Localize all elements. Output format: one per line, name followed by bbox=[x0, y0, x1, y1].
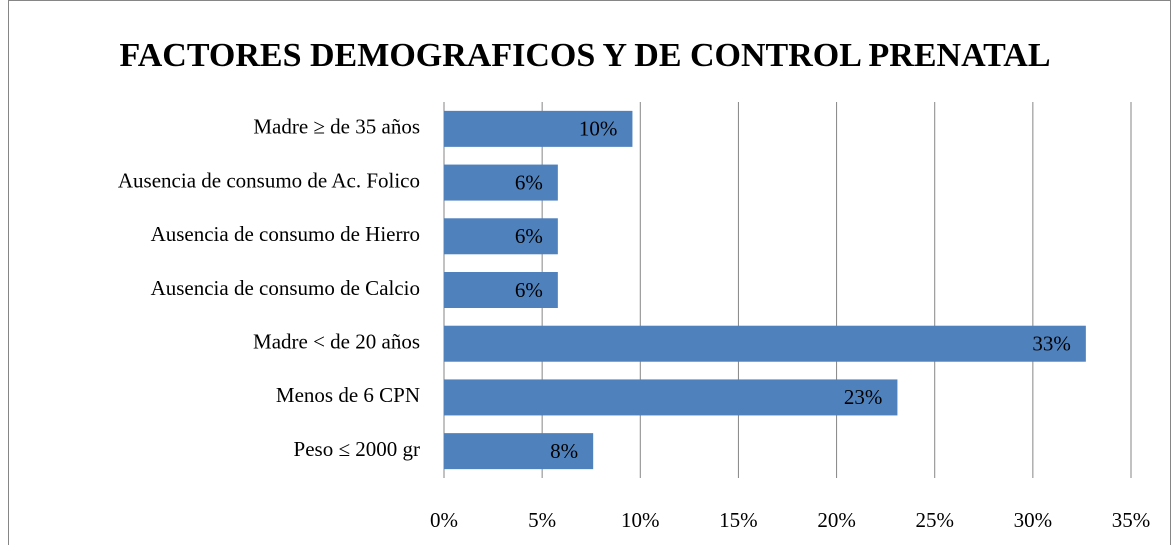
x-tick-label: 35% bbox=[1112, 508, 1151, 532]
bar bbox=[444, 272, 558, 308]
x-tick-label: 30% bbox=[1014, 508, 1053, 532]
x-tick-label: 10% bbox=[621, 508, 660, 532]
x-tick-label: 0% bbox=[430, 508, 458, 532]
y-tick-label: Madre ≥ de 35 años bbox=[253, 115, 420, 139]
y-tick-label: Ausencia de consumo de Hierro bbox=[151, 222, 420, 246]
bar bbox=[444, 164, 558, 201]
data-label: 6% bbox=[515, 278, 543, 302]
bar bbox=[444, 379, 898, 416]
x-tick-label: 5% bbox=[528, 508, 556, 532]
data-label: 23% bbox=[844, 385, 883, 409]
data-label: 6% bbox=[515, 224, 543, 248]
y-tick-label: Ausencia de consumo de Ac. Folico bbox=[118, 168, 420, 192]
y-tick-label: Ausencia de consumo de Calcio bbox=[151, 276, 420, 300]
chart-title: FACTORES DEMOGRAFICOS Y DE CONTROL PRENA… bbox=[120, 37, 1051, 74]
data-label: 8% bbox=[550, 439, 578, 463]
y-tick-label: Menos de 6 CPN bbox=[276, 383, 420, 407]
y-tick-label: Peso ≤ 2000 gr bbox=[294, 437, 420, 461]
x-tick-label: 20% bbox=[817, 508, 856, 532]
x-tick-label: 15% bbox=[719, 508, 758, 532]
y-tick-label: Madre < de 20 años bbox=[253, 330, 420, 354]
bar bbox=[444, 433, 594, 470]
data-label: 33% bbox=[1032, 332, 1071, 356]
bar bbox=[444, 218, 558, 255]
bar bbox=[444, 325, 1086, 362]
bar bbox=[444, 110, 633, 147]
data-label: 6% bbox=[515, 170, 543, 194]
data-label: 10% bbox=[579, 117, 618, 141]
x-tick-label: 25% bbox=[915, 508, 954, 532]
